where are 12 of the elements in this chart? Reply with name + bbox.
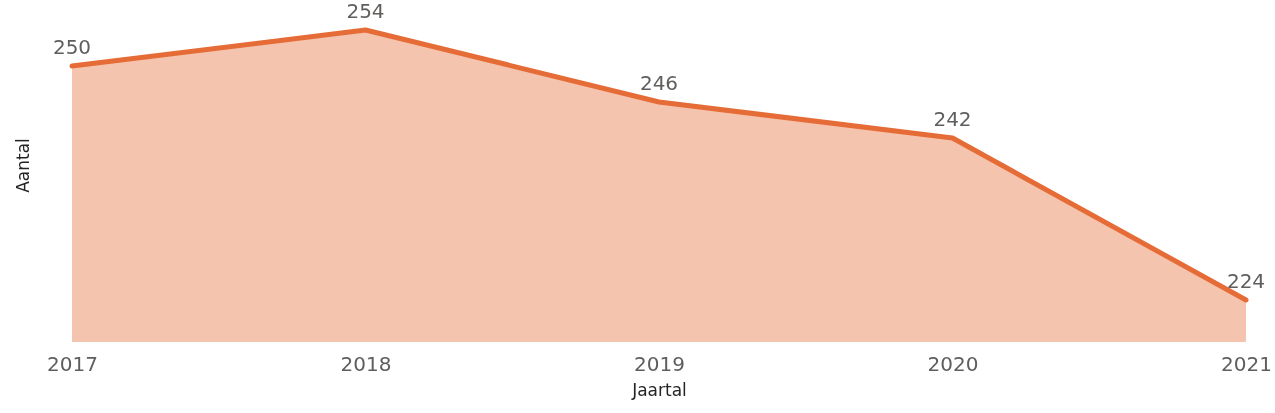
x-tick-label: 2021 <box>1221 351 1272 376</box>
data-label: 242 <box>933 107 972 131</box>
data-label: 250 <box>52 35 92 59</box>
x-tick-label: 2020 <box>927 351 979 376</box>
data-label: 254 <box>346 0 385 23</box>
x-axis-title: Jaartal <box>631 379 687 400</box>
x-tick-label: 2017 <box>47 351 98 376</box>
x-tick-label: 2018 <box>340 351 392 376</box>
data-label: 246 <box>639 71 679 95</box>
y-axis-title: Aantal <box>12 138 33 193</box>
x-tick-label: 2019 <box>634 351 685 376</box>
data-label: 224 <box>1226 269 1266 293</box>
